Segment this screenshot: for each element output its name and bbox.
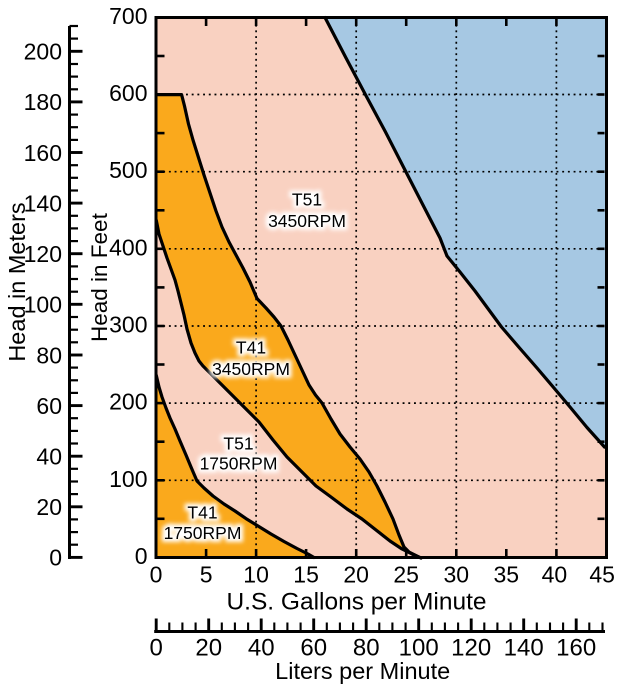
svg-text:100: 100 (399, 635, 439, 662)
svg-text:0: 0 (150, 562, 163, 588)
svg-text:T41: T41 (187, 502, 217, 522)
svg-text:15: 15 (293, 562, 319, 588)
svg-text:25: 25 (393, 562, 419, 588)
svg-text:30: 30 (444, 562, 470, 588)
svg-text:1750RPM: 1750RPM (164, 523, 242, 543)
svg-text:700: 700 (109, 3, 147, 29)
svg-text:300: 300 (109, 312, 147, 338)
svg-text:1750RPM: 1750RPM (200, 454, 278, 474)
svg-text:20: 20 (36, 494, 62, 520)
svg-text:40: 40 (36, 444, 62, 470)
svg-text:T41: T41 (236, 338, 266, 358)
svg-text:140: 140 (24, 190, 62, 216)
svg-text:160: 160 (556, 635, 596, 662)
svg-text:0: 0 (135, 543, 148, 569)
svg-text:3450RPM: 3450RPM (212, 359, 290, 379)
svg-text:400: 400 (109, 234, 147, 260)
svg-text:T51: T51 (292, 189, 322, 209)
svg-text:20: 20 (195, 635, 222, 662)
svg-text:0: 0 (150, 635, 163, 662)
svg-text:80: 80 (353, 635, 380, 662)
svg-text:200: 200 (24, 39, 62, 65)
svg-text:600: 600 (109, 80, 147, 106)
svg-text:1750RPM: 1750RPM (164, 523, 242, 543)
svg-text:Head in Meters: Head in Meters (4, 202, 30, 361)
svg-text:20: 20 (343, 562, 369, 588)
svg-text:5: 5 (200, 562, 213, 588)
svg-text:3450RPM: 3450RPM (268, 211, 346, 231)
svg-text:10: 10 (243, 562, 269, 588)
svg-text:80: 80 (36, 342, 62, 368)
svg-text:100: 100 (109, 466, 147, 492)
svg-text:140: 140 (504, 635, 544, 662)
svg-text:40: 40 (248, 635, 275, 662)
svg-text:200: 200 (109, 389, 147, 415)
svg-text:T51: T51 (223, 434, 253, 454)
svg-text:60: 60 (300, 635, 327, 662)
svg-text:U.S. Gallons per Minute: U.S. Gallons per Minute (226, 589, 486, 616)
svg-text:Liters per Minute: Liters per Minute (275, 658, 450, 684)
svg-text:T41: T41 (187, 502, 217, 522)
svg-text:100: 100 (24, 292, 62, 318)
svg-text:45: 45 (589, 562, 615, 588)
svg-text:120: 120 (24, 241, 62, 267)
svg-text:120: 120 (451, 635, 491, 662)
svg-text:35: 35 (494, 562, 520, 588)
svg-text:500: 500 (109, 157, 147, 183)
svg-text:1750RPM: 1750RPM (200, 454, 278, 474)
svg-text:3450RPM: 3450RPM (212, 359, 290, 379)
svg-text:T51: T51 (223, 434, 253, 454)
svg-text:60: 60 (36, 393, 62, 419)
svg-text:Head in Feet: Head in Feet (87, 212, 112, 342)
svg-text:T41: T41 (236, 338, 266, 358)
svg-text:T51: T51 (292, 189, 322, 209)
svg-text:180: 180 (24, 89, 62, 115)
svg-text:3450RPM: 3450RPM (268, 211, 346, 231)
svg-text:0: 0 (49, 545, 62, 571)
svg-text:160: 160 (24, 140, 62, 166)
svg-text:40: 40 (542, 562, 568, 588)
